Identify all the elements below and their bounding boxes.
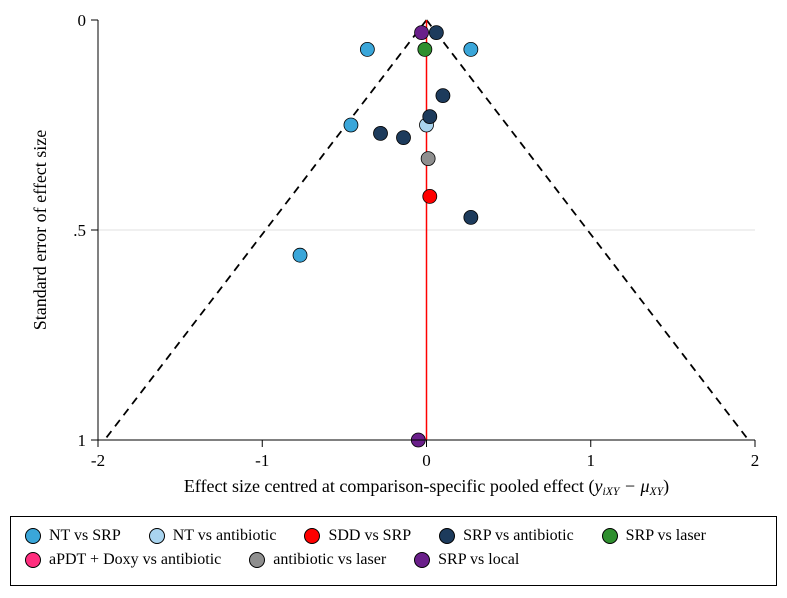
legend-label: SRP vs antibiotic [463, 527, 574, 545]
data-point [374, 126, 388, 140]
funnel-plot-svg: -2 -1 0 1 2 0 .5 1 Effect size centred at compar… [10, 10, 777, 510]
legend-row: NT vs SRP NT vs antibiotic SDD vs SRP SRP v… [25, 527, 762, 551]
y-tick-label: .5 [73, 221, 86, 240]
funnel-plot-container: -2 -1 0 1 2 0 .5 1 Effect size centred at compar… [10, 10, 777, 586]
y-axis-title: Standard error of effect size [30, 130, 50, 331]
data-point [464, 42, 478, 56]
legend-swatch [25, 528, 41, 544]
x-tick-label: 2 [751, 451, 760, 470]
legend-item: antibiotic vs laser [249, 551, 386, 569]
data-point [415, 26, 429, 40]
legend-box: NT vs SRP NT vs antibiotic SDD vs SRP SRP v… [10, 516, 777, 586]
legend-item: NT vs SRP [25, 527, 121, 545]
legend-item: NT vs antibiotic [149, 527, 277, 545]
data-point [293, 248, 307, 262]
legend-item: SRP vs laser [602, 527, 706, 545]
data-point [436, 89, 450, 103]
legend-item: SRP vs antibiotic [439, 527, 574, 545]
y-tick-label: 1 [78, 431, 87, 450]
legend-label: NT vs antibiotic [173, 527, 277, 545]
legend-label: SDD vs SRP [328, 527, 411, 545]
legend-label: SRP vs local [438, 551, 519, 569]
x-axis-title: Effect size centred at comparison-specif… [184, 476, 669, 498]
x-tick-label: 0 [422, 451, 431, 470]
legend-label: antibiotic vs laser [273, 551, 386, 569]
x-tick-label: -2 [91, 451, 105, 470]
legend-swatch [602, 528, 618, 544]
legend-swatch [439, 528, 455, 544]
legend-swatch [149, 528, 165, 544]
data-point [397, 131, 411, 145]
legend-swatch [304, 528, 320, 544]
legend-item: SRP vs local [414, 551, 519, 569]
data-point [418, 42, 432, 56]
data-point [344, 118, 358, 132]
data-point [421, 152, 435, 166]
data-point [464, 210, 478, 224]
x-tick-label: -1 [255, 451, 269, 470]
y-tick-label: 0 [78, 11, 87, 30]
legend-label: SRP vs laser [626, 527, 706, 545]
legend-row: aPDT + Doxy vs antibiotic antibiotic vs l… [25, 551, 762, 575]
data-point [360, 42, 374, 56]
legend-swatch [414, 552, 430, 568]
legend-swatch [25, 552, 41, 568]
data-point [429, 26, 443, 40]
legend-swatch [249, 552, 265, 568]
legend-item: aPDT + Doxy vs antibiotic [25, 551, 221, 569]
legend-label: NT vs SRP [49, 527, 121, 545]
legend-item: SDD vs SRP [304, 527, 411, 545]
data-point [423, 189, 437, 203]
legend-label: aPDT + Doxy vs antibiotic [49, 551, 221, 569]
x-tick-label: 1 [587, 451, 596, 470]
data-point [423, 110, 437, 124]
